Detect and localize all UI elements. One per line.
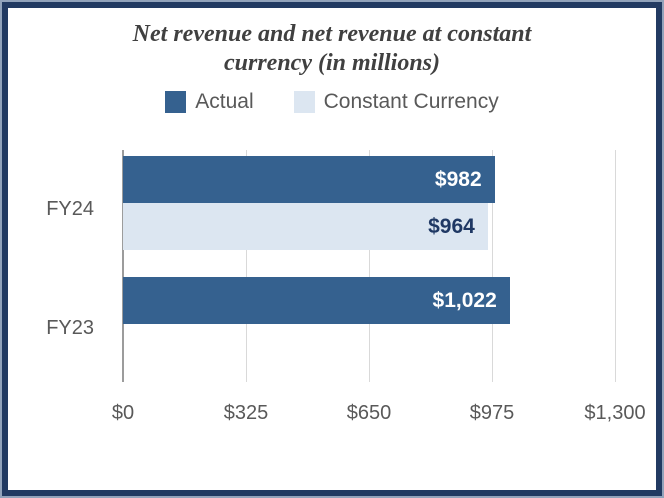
bar-data-label: $982	[434, 167, 482, 191]
bar-constant-currency-fy24: $964	[123, 203, 488, 250]
category-label-fy23: FY23	[46, 317, 94, 339]
x-axis-tick-label: $1,300	[584, 402, 646, 424]
bar-data-label: $964	[428, 214, 475, 238]
y-axis-line	[122, 150, 124, 382]
chart-legend: Actual Constant Currency	[0, 90, 664, 114]
category-label-fy24: FY24	[46, 198, 94, 220]
bar-actual-fy23: $1,022	[123, 277, 510, 324]
bar-data-label: $1,022	[432, 288, 497, 312]
chart-title-line1: Net revenue and net revenue at constant	[132, 21, 532, 47]
legend-label-actual: Actual	[195, 90, 254, 113]
legend-label-constant-currency: Constant Currency	[323, 90, 499, 113]
legend-swatch-constant-currency-icon	[293, 91, 315, 113]
legend-item-constant-currency: Constant Currency	[293, 90, 499, 114]
gridline	[492, 150, 493, 382]
legend-item-actual: Actual	[165, 90, 254, 114]
chart-title: Net revenue and net revenue at constant …	[30, 20, 634, 78]
x-axis-tick-label: $325	[223, 402, 269, 424]
x-axis-tick-label: $975	[469, 402, 515, 424]
gridline	[246, 150, 247, 382]
gridline	[615, 150, 616, 382]
bar-actual-fy24: $982	[123, 156, 495, 203]
legend-swatch-actual-icon	[165, 91, 187, 113]
x-axis-tick-label: $0	[111, 402, 135, 424]
gridline	[369, 150, 370, 382]
chart-title-line2: currency (in millions)	[223, 50, 440, 76]
x-axis-tick-label: $650	[346, 402, 392, 424]
